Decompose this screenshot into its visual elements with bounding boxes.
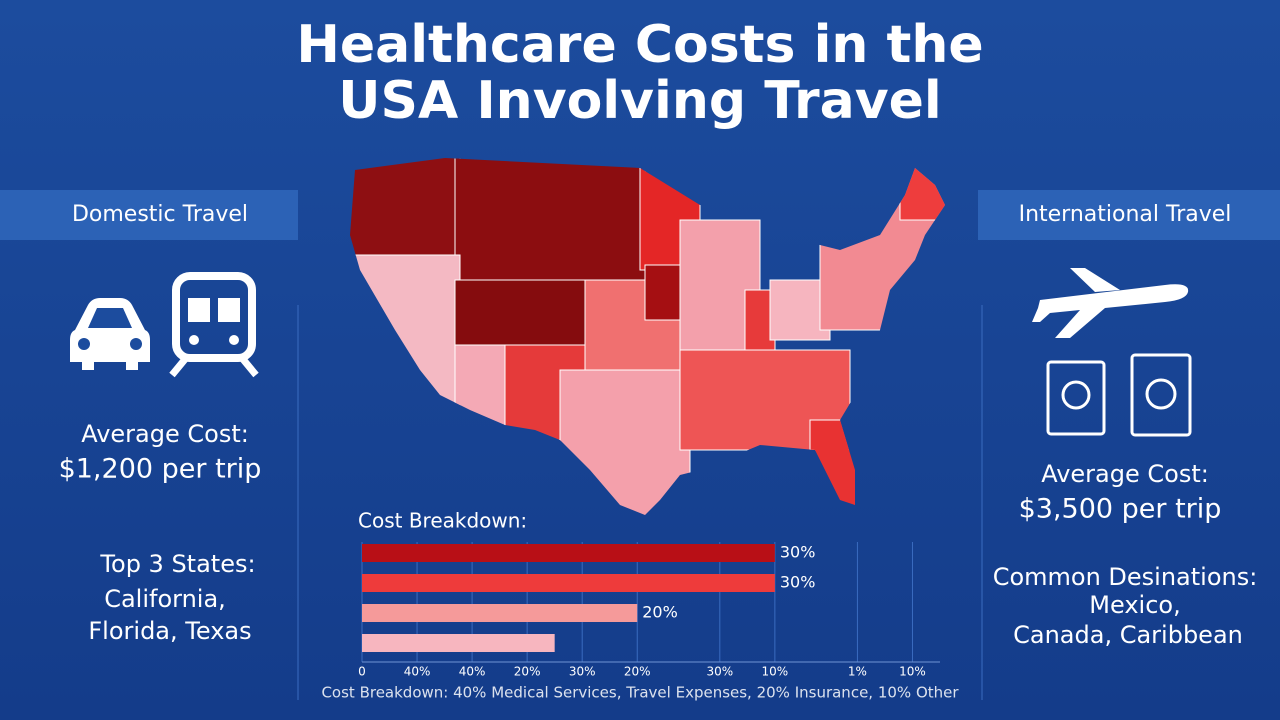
cost-label: Average Cost: xyxy=(1041,460,1209,488)
x-tick-label: 30% xyxy=(569,665,596,679)
x-tick-label: 1% xyxy=(848,665,867,679)
x-tick-label: 40% xyxy=(404,665,431,679)
state-line: California, xyxy=(104,585,226,613)
state-line: Florida, Texas xyxy=(88,617,251,645)
panel-header xyxy=(978,190,1280,240)
train-icon xyxy=(169,272,259,378)
car-icon xyxy=(70,298,150,370)
plane-icon xyxy=(1032,268,1189,338)
passport-icon xyxy=(1046,353,1192,437)
destinations-label: Common Desinations: xyxy=(993,563,1258,591)
bar xyxy=(362,574,775,592)
x-tick-label: 30% xyxy=(706,665,733,679)
chart-caption: Cost Breakdown: 40% Medical Services, Tr… xyxy=(321,684,959,702)
value-label: 30% xyxy=(780,543,816,562)
bar xyxy=(362,634,555,652)
bar-chart: 0 40% 40% 20% 30% 20% 30% 10% 1% 10% 30% 30% 20% xyxy=(358,542,940,679)
x-tick-label: 0 xyxy=(358,665,366,679)
x-tick-label: 10% xyxy=(762,665,789,679)
x-tick-label: 10% xyxy=(899,665,926,679)
states-label: Top 3 States: xyxy=(99,550,255,578)
x-tick-label: 20% xyxy=(624,665,651,679)
x-tick-label: 40% xyxy=(459,665,486,679)
cost-value: $3,500 per trip xyxy=(1019,494,1222,525)
chart-title: Cost Breakdown: xyxy=(358,509,527,533)
cost-label: Average Cost: xyxy=(81,420,249,448)
destination-line: Mexico, xyxy=(1089,591,1180,619)
panel-header xyxy=(0,190,298,240)
bar xyxy=(362,604,638,622)
x-tick-label: 20% xyxy=(514,665,541,679)
destination-line: Canada, Caribbean xyxy=(1013,621,1243,649)
title-line: USA Involving Travel xyxy=(338,71,941,131)
value-label: 30% xyxy=(780,573,816,592)
title-line: Healthcare Costs in the xyxy=(296,15,983,75)
panel-heading: Domestic Travel xyxy=(72,202,248,227)
bar xyxy=(362,544,775,562)
cost-value: $1,200 per trip xyxy=(59,454,262,485)
value-label: 20% xyxy=(642,603,678,622)
panel-heading: International Travel xyxy=(1019,202,1232,227)
